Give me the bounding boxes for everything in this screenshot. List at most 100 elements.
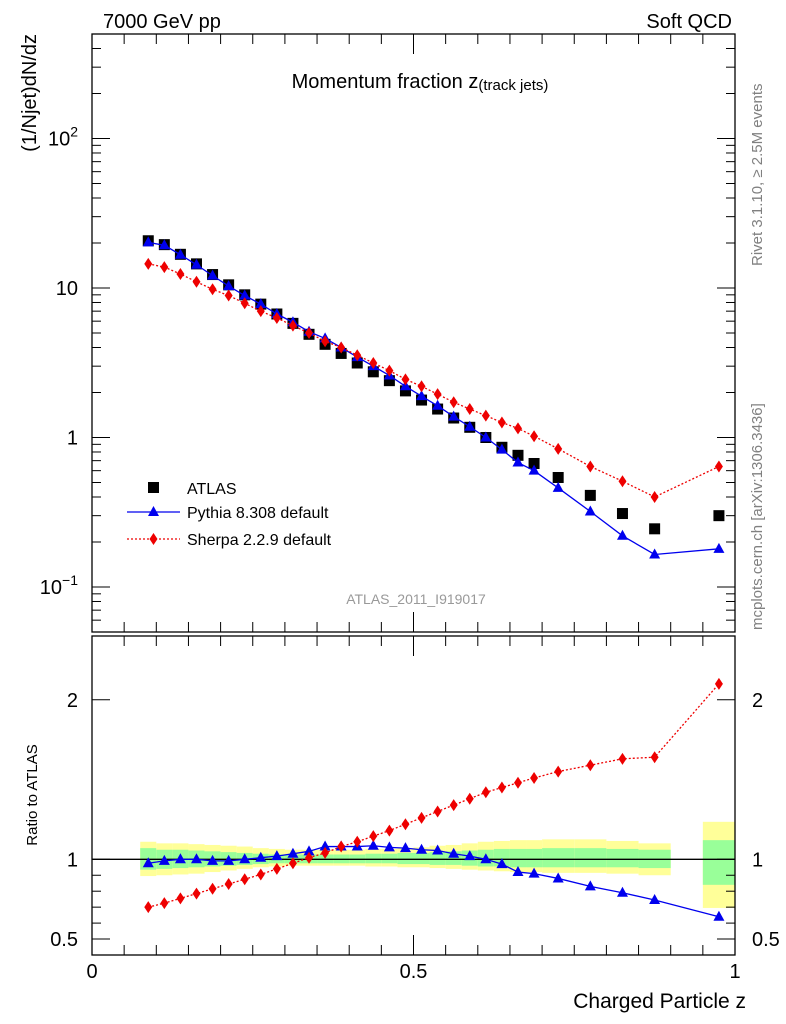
- legend-marker-sherpa: [149, 533, 158, 545]
- main-point-atlas-16: [399, 385, 411, 397]
- ratio-point-pythia-14: [367, 839, 379, 850]
- ratio-point-pythia-2: [174, 853, 186, 864]
- ratio-point-sherpa-17: [417, 811, 426, 824]
- ratio-y-tick-label-right-0: 0.5: [752, 929, 780, 951]
- axis-tick-labels: 10−1 1 10 102 0.5 0.5 1 1 2 2 0 0.5 1: [40, 123, 780, 983]
- main-point-sherpa-17: [417, 380, 426, 393]
- ratio-point-pythia-10: [303, 845, 315, 856]
- main-point-pythia-2: [174, 248, 186, 259]
- ratio-point-sherpa-13: [353, 835, 362, 848]
- main-point-pythia-5: [223, 280, 235, 291]
- ratio-y-tick-label-left-1: 1: [67, 849, 78, 871]
- main-point-atlas-29: [713, 510, 725, 522]
- legend-label-atlas: ATLAS: [187, 481, 237, 498]
- ratio-y-tick-label-left-2: 2: [67, 690, 78, 712]
- main-point-sherpa-10: [305, 327, 314, 339]
- legend-label-pythia: Pythia 8.308 default: [187, 505, 329, 522]
- ratio-band-green-15: [381, 853, 398, 864]
- main-point-atlas-23: [512, 449, 524, 461]
- main-point-sherpa-9: [288, 319, 297, 332]
- main-point-pythia-27: [616, 529, 628, 540]
- ratio-point-sherpa-26: [586, 759, 595, 772]
- chart-title: Momentum fraction z(track jets): [292, 71, 549, 94]
- main-y-tick-label-1: 1: [67, 427, 78, 449]
- main-point-sherpa-28: [650, 490, 659, 503]
- ratio-point-sherpa-22: [497, 781, 506, 794]
- ratio-point-pythia-6: [239, 853, 251, 864]
- ratio-point-sherpa-15: [385, 824, 394, 837]
- ratio-point-sherpa-0: [144, 901, 153, 914]
- main-point-pythia-25: [552, 481, 564, 492]
- ratio-point-sherpa-25: [554, 765, 563, 778]
- axis-ticks: [91, 33, 736, 956]
- ratio-point-pythia-23: [512, 866, 524, 877]
- ratio-point-sherpa-10: [305, 851, 314, 864]
- main-point-atlas-14: [367, 366, 379, 378]
- ratio-point-sherpa-2: [176, 892, 185, 905]
- main-point-pythia-21: [480, 431, 492, 442]
- ratio-point-sherpa-23: [513, 776, 522, 789]
- ratio-point-pythia-1: [158, 854, 170, 865]
- main-point-sherpa-0: [144, 257, 153, 270]
- legend: ATLAS Pythia 8.308 default Sherpa 2.2.9 …: [127, 481, 332, 549]
- ratio-y-axis-label: Ratio to ATLAS: [24, 744, 41, 845]
- ratio-band-green-26: [574, 848, 607, 868]
- legend-marker-atlas: [148, 482, 159, 493]
- main-point-pythia-4: [207, 269, 219, 280]
- main-point-sherpa-6: [240, 297, 249, 310]
- ratio-band-green-18: [429, 852, 446, 865]
- ratio-point-pythia-29: [713, 910, 725, 921]
- ratio-point-pythia-7: [255, 851, 267, 862]
- ratio-band-green-22: [493, 848, 510, 867]
- ratio-point-sherpa-4: [208, 882, 217, 895]
- main-y-tick-label-2: 10: [56, 278, 78, 300]
- ratio-band-green-27: [606, 848, 639, 868]
- ratio-point-pythia-18: [432, 844, 444, 855]
- chart-title-sub: (track jets): [478, 77, 548, 94]
- ratio-point-sherpa-3: [192, 887, 201, 900]
- ratio-point-pythia-16: [399, 842, 411, 853]
- main-point-pythia-28: [649, 548, 661, 559]
- mcplots-reference-label: mcplots.cern.ch [arXiv:1306.3436]: [749, 403, 766, 630]
- ratio-y-tick-label-left-0: 0.5: [50, 929, 78, 951]
- ratio-point-pythia-5: [223, 854, 235, 865]
- main-point-pythia-26: [584, 505, 596, 516]
- ratio-point-pythia-28: [649, 893, 661, 904]
- ratio-band-green-24: [526, 848, 543, 868]
- ratio-point-pythia-24: [528, 867, 540, 878]
- main-point-pythia-24: [528, 464, 540, 475]
- main-point-pythia-0: [142, 236, 154, 247]
- ratio-point-pythia-15: [383, 841, 395, 852]
- main-point-sherpa-8: [272, 311, 281, 324]
- main-point-sherpa-16: [401, 373, 410, 386]
- rivet-version-label: Rivet 3.1.10, ≥ 2.5M events: [749, 84, 766, 267]
- main-point-sherpa-24: [530, 430, 539, 443]
- main-point-pythia-23: [512, 456, 524, 467]
- ratio-point-pythia-19: [448, 847, 460, 858]
- ratio-point-pythia-25: [552, 872, 564, 883]
- main-point-pythia-7: [255, 298, 267, 309]
- ratio-point-sherpa-20: [465, 792, 474, 805]
- ratio-point-pythia-3: [190, 853, 202, 864]
- main-point-pythia-29: [713, 542, 725, 553]
- ratio-point-sherpa-21: [481, 786, 490, 799]
- legend-marker-pythia: [148, 506, 159, 516]
- main-point-atlas-26: [584, 489, 596, 501]
- ratio-point-sherpa-9: [288, 857, 297, 870]
- ratio-point-pythia-21: [480, 853, 492, 864]
- ratio-point-sherpa-14: [369, 830, 378, 843]
- main-point-sherpa-21: [481, 409, 490, 422]
- ratio-point-sherpa-19: [449, 799, 458, 812]
- main-point-sherpa-18: [433, 388, 442, 401]
- main-point-sherpa-14: [369, 356, 378, 369]
- x-tick-label-1: 0.5: [400, 961, 428, 983]
- main-point-pythia-18: [432, 399, 444, 410]
- ratio-point-sherpa-27: [618, 752, 627, 765]
- main-point-atlas-27: [616, 508, 628, 520]
- main-point-sherpa-22: [497, 416, 506, 429]
- main-y-tick-label-0: 10−1: [40, 572, 78, 599]
- ratio-point-pythia-8: [271, 850, 283, 861]
- legend-label-sherpa: Sherpa 2.2.9 default: [187, 532, 332, 549]
- main-point-sherpa-19: [449, 396, 458, 409]
